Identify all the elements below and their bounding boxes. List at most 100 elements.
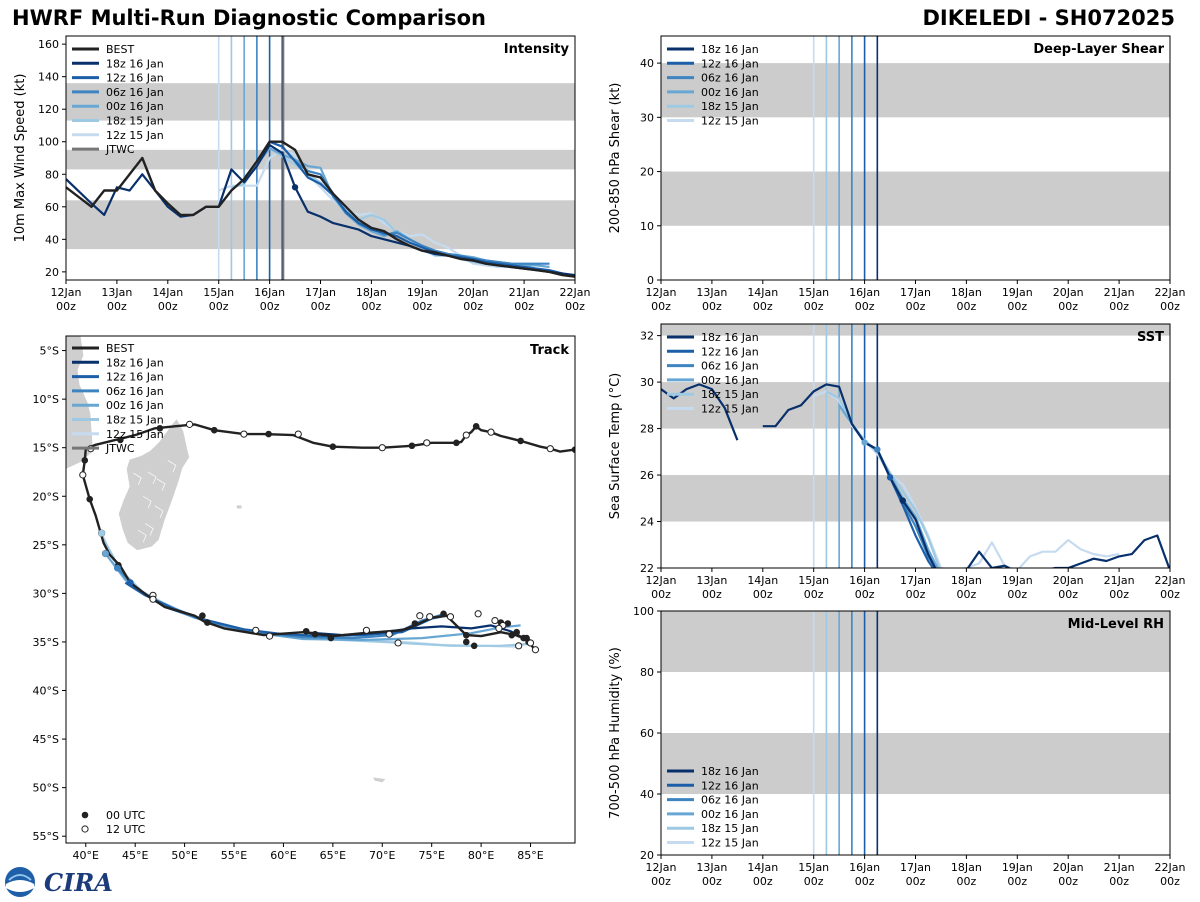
shear-xtick-hour: 00z xyxy=(702,300,722,313)
intensity-xtick-hour: 00z xyxy=(412,300,432,313)
shear-xtick-day: 20Jan xyxy=(1053,286,1084,299)
rh-xtick-day: 17Jan xyxy=(900,861,931,874)
shear-ytick-label: 30 xyxy=(640,111,654,124)
rh-xtick-hour: 00z xyxy=(1109,875,1129,888)
rh-xtick-hour: 00z xyxy=(753,875,773,888)
track-title: Track xyxy=(530,343,569,358)
intensity-xtick-day: 13Jan xyxy=(101,286,132,299)
sst-legend-label: 18z 16 Jan xyxy=(701,331,759,344)
intensity-ytick-label: 160 xyxy=(38,38,59,51)
sst-title: SST xyxy=(1137,330,1164,345)
track-marker-00utc xyxy=(302,627,310,635)
track-xtick-label: 60°E xyxy=(270,849,296,862)
track-marker-00utc xyxy=(156,424,164,432)
shear-band xyxy=(661,63,1170,118)
track-ytick-label: 35°S xyxy=(33,636,59,649)
sst-series-line xyxy=(762,383,1170,568)
rh-xtick-day: 14Jan xyxy=(747,861,778,874)
shear-panel: 01020304012Jan00z13Jan00z14Jan00z15Jan00… xyxy=(608,35,1185,313)
sst-series-line xyxy=(661,383,739,441)
track-xtick-label: 40°E xyxy=(73,849,99,862)
sst-ytick-label: 22 xyxy=(640,562,654,575)
intensity-legend-label: 18z 15 Jan xyxy=(106,115,164,128)
shear-xtick-day: 19Jan xyxy=(1002,286,1033,299)
track-ytick-label: 55°S xyxy=(33,830,59,843)
track-marker-00utc xyxy=(199,612,206,620)
sst-init-marker xyxy=(886,474,894,481)
sst-xtick-hour: 00z xyxy=(1007,588,1027,601)
sst-ytick-label: 26 xyxy=(640,469,654,482)
track-series-line xyxy=(99,530,521,648)
track-ytick-label: 15°S xyxy=(33,442,59,455)
track-xtick-label: 75°E xyxy=(418,849,444,862)
sst-legend-label: 18z 15 Jan xyxy=(701,388,759,401)
sst-xtick-hour: 00z xyxy=(753,588,773,601)
kerguelen-island xyxy=(371,776,387,784)
track-legend-label: 12z 16 Jan xyxy=(106,371,164,384)
sst-init-marker xyxy=(861,439,868,446)
intensity-xtick-day: 15Jan xyxy=(203,286,234,299)
intensity-xtick-hour: 00z xyxy=(565,300,585,313)
track-marker-12utc xyxy=(446,613,455,621)
intensity-legend-label: 12z 15 Jan xyxy=(106,129,164,142)
track-marker-00utc xyxy=(311,630,319,638)
rh-ytick-label: 40 xyxy=(640,788,654,801)
sst-xtick-day: 14Jan xyxy=(747,574,778,587)
shear-xtick-hour: 00z xyxy=(804,300,824,313)
rh-xtick-day: 19Jan xyxy=(1002,861,1033,874)
sst-xtick-hour: 00z xyxy=(906,588,926,601)
intensity-xtick-day: 16Jan xyxy=(254,286,285,299)
shear-xtick-day: 16Jan xyxy=(849,286,880,299)
intensity-xtick-day: 12Jan xyxy=(51,286,82,299)
sst-xtick-day: 18Jan xyxy=(951,574,982,587)
intensity-legend-label: 18z 16 Jan xyxy=(106,57,164,70)
track-legend-label: 18z 15 Jan xyxy=(106,414,164,427)
track-series-line xyxy=(102,538,531,647)
rh-legend-label: 00z 16 Jan xyxy=(701,808,759,821)
rh-title: Mid-Level RH xyxy=(1068,617,1164,632)
sst-xtick-day: 17Jan xyxy=(900,574,931,587)
rh-xtick-day: 16Jan xyxy=(849,861,880,874)
track-marker-00utc xyxy=(210,426,218,434)
track-ytick-label: 45°S xyxy=(33,733,59,746)
sst-xtick-hour: 00z xyxy=(702,588,722,601)
intensity-xtick-day: 19Jan xyxy=(407,286,438,299)
track-marker-12utc xyxy=(185,420,194,428)
track-xtick-label: 65°E xyxy=(320,849,346,862)
track-marker-00utc xyxy=(81,457,89,464)
rh-legend-label: 12z 15 Jan xyxy=(701,837,759,850)
track-legend-label: 06z 16 Jan xyxy=(106,385,164,398)
track-init-marker xyxy=(102,550,109,557)
rh-xtick-day: 13Jan xyxy=(696,861,727,874)
intensity-band xyxy=(66,200,575,250)
shear-xtick-hour: 00z xyxy=(906,300,926,313)
admin-border xyxy=(156,478,166,491)
intensity-legend-label: 12z 16 Jan xyxy=(106,72,164,85)
track-marker-00utc xyxy=(472,423,480,430)
track-marker-00utc xyxy=(265,430,272,438)
track-marker-12utc xyxy=(362,626,371,634)
track-marker-00utc xyxy=(327,634,335,642)
rh-legend-label: 18z 15 Jan xyxy=(701,822,759,835)
track-marker-00utc xyxy=(470,642,478,650)
rh-legend-label: 12z 16 Jan xyxy=(701,779,759,792)
shear-xtick-hour: 00z xyxy=(753,300,773,313)
track-marker-12utc xyxy=(426,613,434,621)
intensity-current-marker xyxy=(291,184,299,191)
shear-xtick-hour: 00z xyxy=(1007,300,1027,313)
track-ytick-label: 50°S xyxy=(33,782,59,795)
rh-band xyxy=(661,733,1170,794)
track-marker-12utc xyxy=(252,626,260,634)
intensity-legend-label: JTWC xyxy=(105,143,135,156)
track-marker-12utc xyxy=(515,642,523,650)
shear-title: Deep-Layer Shear xyxy=(1033,42,1164,57)
sst-ylabel: Sea Surface Temp (°C) xyxy=(608,373,623,520)
track-plot-area xyxy=(66,336,575,784)
track-marker-12utc xyxy=(491,616,499,625)
track-panel: 40°E 45°E 50°E 55°E 60°E 65°E 70°E 75°E 80°E 85°E… xyxy=(33,335,576,862)
cira-logo: CIRA xyxy=(4,866,114,898)
track-marker-12utc xyxy=(474,610,482,618)
admin-border xyxy=(142,495,152,509)
track-ytick-label: 40°S xyxy=(33,685,59,698)
rh-xtick-hour: 00z xyxy=(1160,875,1180,888)
